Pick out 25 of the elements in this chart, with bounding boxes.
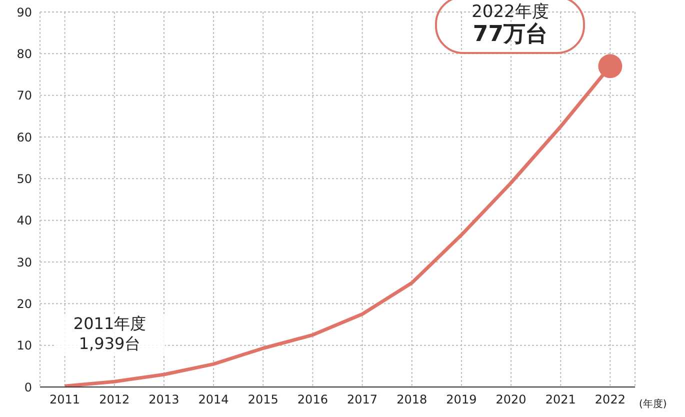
y-tick-label: 70 [16, 88, 32, 103]
x-tick-label: 2012 [99, 392, 130, 407]
y-tick-label: 30 [16, 255, 32, 270]
x-tick-label: 2021 [545, 392, 576, 407]
y-tick-label: 90 [16, 5, 32, 20]
y-tick-label: 10 [16, 338, 32, 353]
y-tick-label: 50 [16, 172, 32, 186]
y-tick-label: 0 [24, 380, 32, 394]
x-tick-label: 2014 [198, 392, 229, 407]
x-tick-label: 2016 [297, 392, 328, 407]
x-tick-label: 2017 [347, 392, 378, 407]
x-tick-label: 2019 [446, 392, 477, 407]
x-tick-label: 2013 [148, 392, 180, 407]
x-tick-label: 2020 [496, 392, 526, 407]
x-axis-title: (年度) [639, 398, 667, 410]
y-tick-label: 40 [16, 214, 32, 228]
annotation: 2011年度 1,939台 [54, 314, 165, 354]
x-tick-label: 2018 [396, 392, 428, 407]
y-tick-label: 20 [16, 296, 32, 311]
y-tick-label: 60 [16, 130, 32, 144]
annotation: 2022年度 77万台 [470, 1, 550, 48]
x-tick-label: 2011 [50, 392, 80, 407]
y-tick-label: 80 [16, 46, 32, 61]
x-tick-label: 2015 [248, 392, 278, 407]
x-tick-label: 2022 [594, 392, 626, 407]
